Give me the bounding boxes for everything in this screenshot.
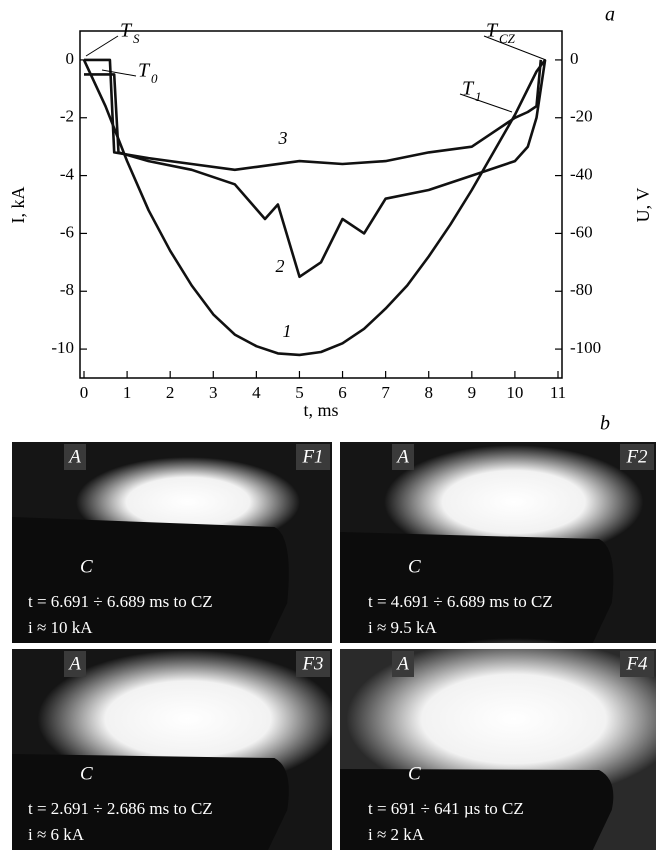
frame-label: F2: [625, 446, 648, 467]
annotation-leader: [483, 35, 547, 61]
arc-glow: [346, 638, 660, 800]
y-axis-title: I, kA: [8, 187, 28, 224]
annotation-leader: [459, 93, 513, 113]
x-axis-title: t, ms: [303, 400, 338, 420]
series-label: 1: [283, 321, 292, 341]
annotation-sub: 1: [475, 89, 482, 104]
annotation-text: T: [120, 20, 133, 42]
frame-tag-bg: [620, 651, 654, 677]
annotation-sub: CZ: [499, 31, 516, 46]
y-tick-label: -4: [60, 164, 75, 183]
anode-tag-bg: [64, 444, 86, 470]
cathode: [12, 754, 289, 850]
y-tick-label: -8: [60, 280, 74, 299]
panel-label: a: [605, 4, 615, 26]
x-tick-label: 8: [424, 383, 433, 402]
plot-frame: [79, 30, 563, 379]
annotation-leader: [101, 69, 137, 77]
y-tick-label: -10: [51, 338, 74, 357]
frame-tag-bg: [296, 651, 330, 677]
series-label: 2: [276, 256, 285, 276]
current-label: i ≈ 6 kA: [28, 825, 85, 844]
annotation-leader: [85, 35, 119, 57]
anode-label: A: [67, 446, 81, 467]
x-tick-label: 9: [468, 383, 477, 402]
annotation-sub: 0: [151, 71, 158, 86]
anode-label: A: [67, 653, 81, 674]
cathode: [340, 769, 614, 850]
x-tick-label: 3: [209, 383, 218, 402]
x-tick-label: 2: [166, 383, 175, 402]
anode-tag-bg: [392, 651, 414, 677]
x-tick-label: 1: [123, 383, 132, 402]
photo-panel: A F1 Ct = 6.691 ÷ 6.689 ms to CZ i ≈ 10 kA: [12, 442, 332, 643]
current-label: i ≈ 10 kA: [28, 618, 93, 637]
anode-tag-bg: [64, 651, 86, 677]
frame-tag-bg: [296, 444, 330, 470]
y-tick-label: 0: [66, 49, 75, 68]
photo-panel: A F4 Ct = 691 ÷ 641 µs to CZ i ≈ 2 kA: [340, 638, 660, 850]
arc-glow: [37, 650, 339, 788]
y2-tick-label: -100: [570, 338, 601, 357]
series-line: [84, 58, 543, 172]
x-tick-label: 5: [295, 383, 304, 402]
current-label: i ≈ 9.5 kA: [368, 618, 438, 637]
annotation-text: T: [138, 60, 151, 82]
cathode-label: C: [408, 763, 421, 784]
anode-label: A: [395, 446, 409, 467]
frame-label: F3: [301, 653, 323, 674]
series-line: [84, 59, 547, 279]
frame-label: F1: [301, 446, 323, 467]
x-tick-label: 6: [338, 383, 347, 402]
y2-tick-label: 0: [570, 49, 579, 68]
x-tick-label: 7: [381, 383, 390, 402]
photo-panel: A F3 Ct = 2.691 ÷ 2.686 ms to CZ i ≈ 6 kA: [12, 649, 339, 850]
cathode-label: C: [80, 763, 93, 784]
y2-axis-title: U, V: [633, 188, 653, 223]
annotation-text: T: [486, 20, 499, 42]
frame-label: F4: [625, 653, 648, 674]
y2-tick-label: -20: [570, 107, 593, 126]
frame-tag-bg: [620, 444, 654, 470]
time-label: t = 6.691 ÷ 6.689 ms to CZ: [28, 592, 213, 611]
x-tick-label: 10: [506, 383, 523, 402]
x-tick-label: 4: [252, 383, 261, 402]
panel-label: b: [600, 413, 610, 435]
anode-tag-bg: [392, 444, 414, 470]
y-tick-label: -2: [60, 107, 74, 126]
cathode-label: C: [408, 556, 421, 577]
y2-tick-label: -40: [570, 164, 593, 183]
x-tick-label: 0: [80, 383, 89, 402]
y-tick-label: -6: [60, 222, 74, 241]
cathode-label: C: [80, 556, 93, 577]
y2-tick-label: -60: [570, 222, 593, 241]
anode-label: A: [395, 653, 409, 674]
time-label: t = 4.691 ÷ 6.689 ms to CZ: [368, 592, 553, 611]
series-label: 3: [278, 128, 288, 148]
annotation-sub: S: [133, 31, 140, 46]
cathode: [12, 517, 289, 643]
series-line: [82, 59, 547, 357]
x-tick-label: 11: [550, 383, 566, 402]
time-label: t = 2.691 ÷ 2.686 ms to CZ: [28, 799, 213, 818]
current-label: i ≈ 2 kA: [368, 825, 425, 844]
photo-panel: A F2 Ct = 4.691 ÷ 6.689 ms to CZ i ≈ 9.5 kA: [340, 442, 656, 643]
cathode: [340, 532, 614, 643]
annotation-text: T: [462, 78, 475, 100]
time-label: t = 691 ÷ 641 µs to CZ: [368, 799, 524, 818]
y2-tick-label: -80: [570, 280, 593, 299]
arc-glow: [384, 445, 644, 559]
